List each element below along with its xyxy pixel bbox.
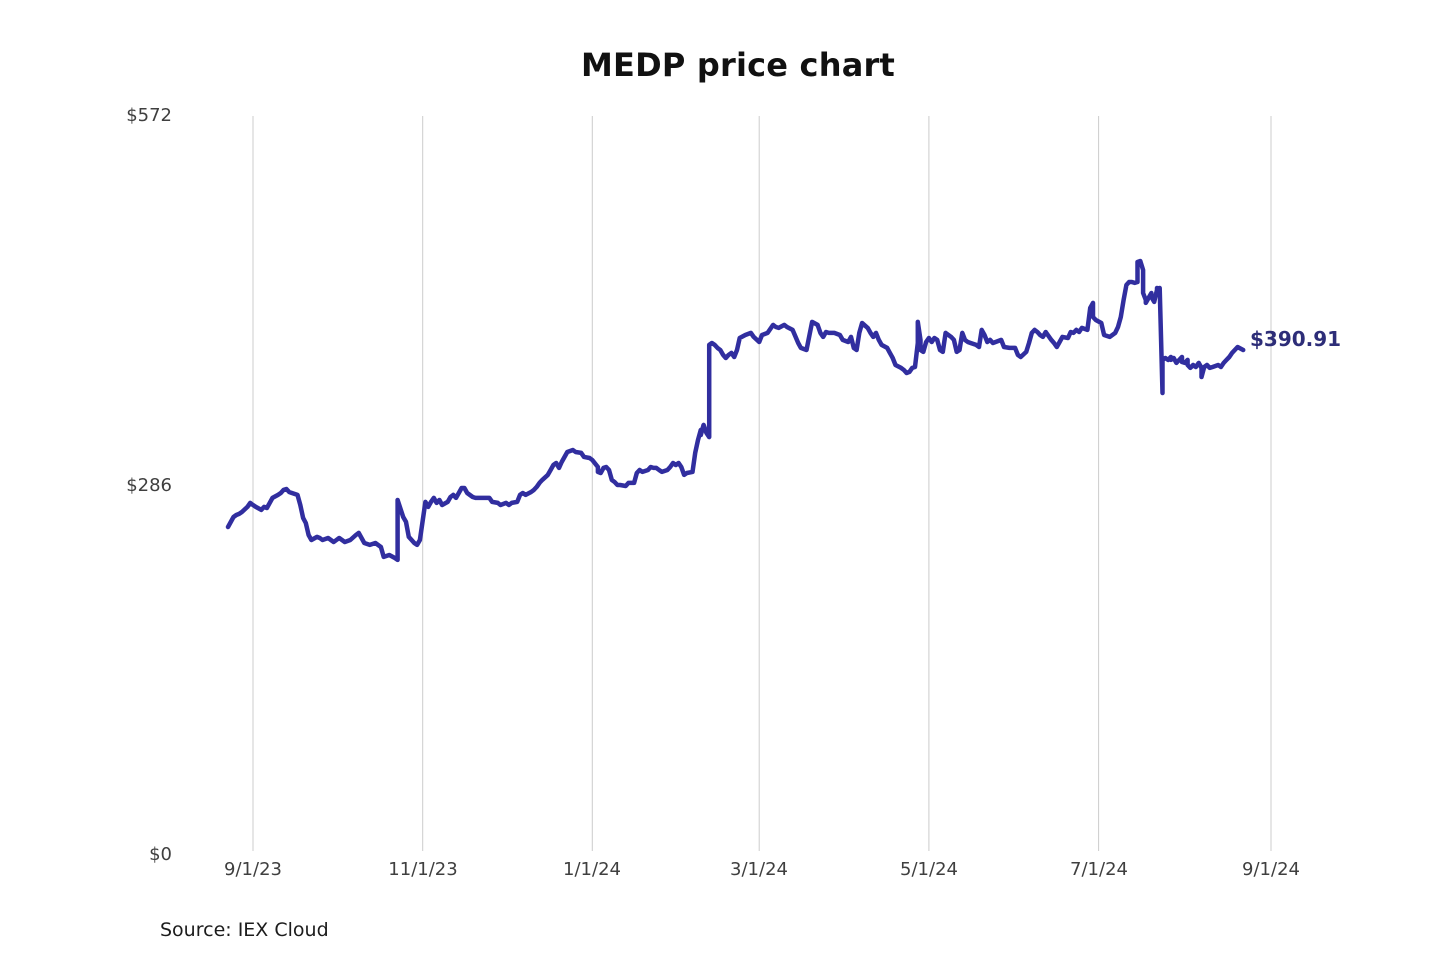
price-line xyxy=(225,258,1246,563)
x-axis-tick-label: 7/1/24 xyxy=(1070,859,1128,880)
gridlines-group xyxy=(252,116,1272,851)
x-axis-tick-label: 3/1/24 xyxy=(730,859,788,880)
y-axis-tick-label: $572 xyxy=(126,105,172,126)
y-axis-tick-label: $286 xyxy=(126,475,172,496)
y-axis-tick-label: $0 xyxy=(149,844,172,865)
x-axis-tick-label: 9/1/24 xyxy=(1242,859,1300,880)
price-end-label: $390.91 xyxy=(1250,327,1342,351)
x-axis-tick-label: 1/1/24 xyxy=(563,859,621,880)
source-note: Source: IEX Cloud xyxy=(160,919,329,941)
x-axis-tick-label: 5/1/24 xyxy=(900,859,958,880)
chart-title: MEDP price chart xyxy=(581,46,895,84)
x-axis-tick-label: 9/1/23 xyxy=(224,859,282,880)
x-axis-tick-label: 11/1/23 xyxy=(388,859,458,880)
